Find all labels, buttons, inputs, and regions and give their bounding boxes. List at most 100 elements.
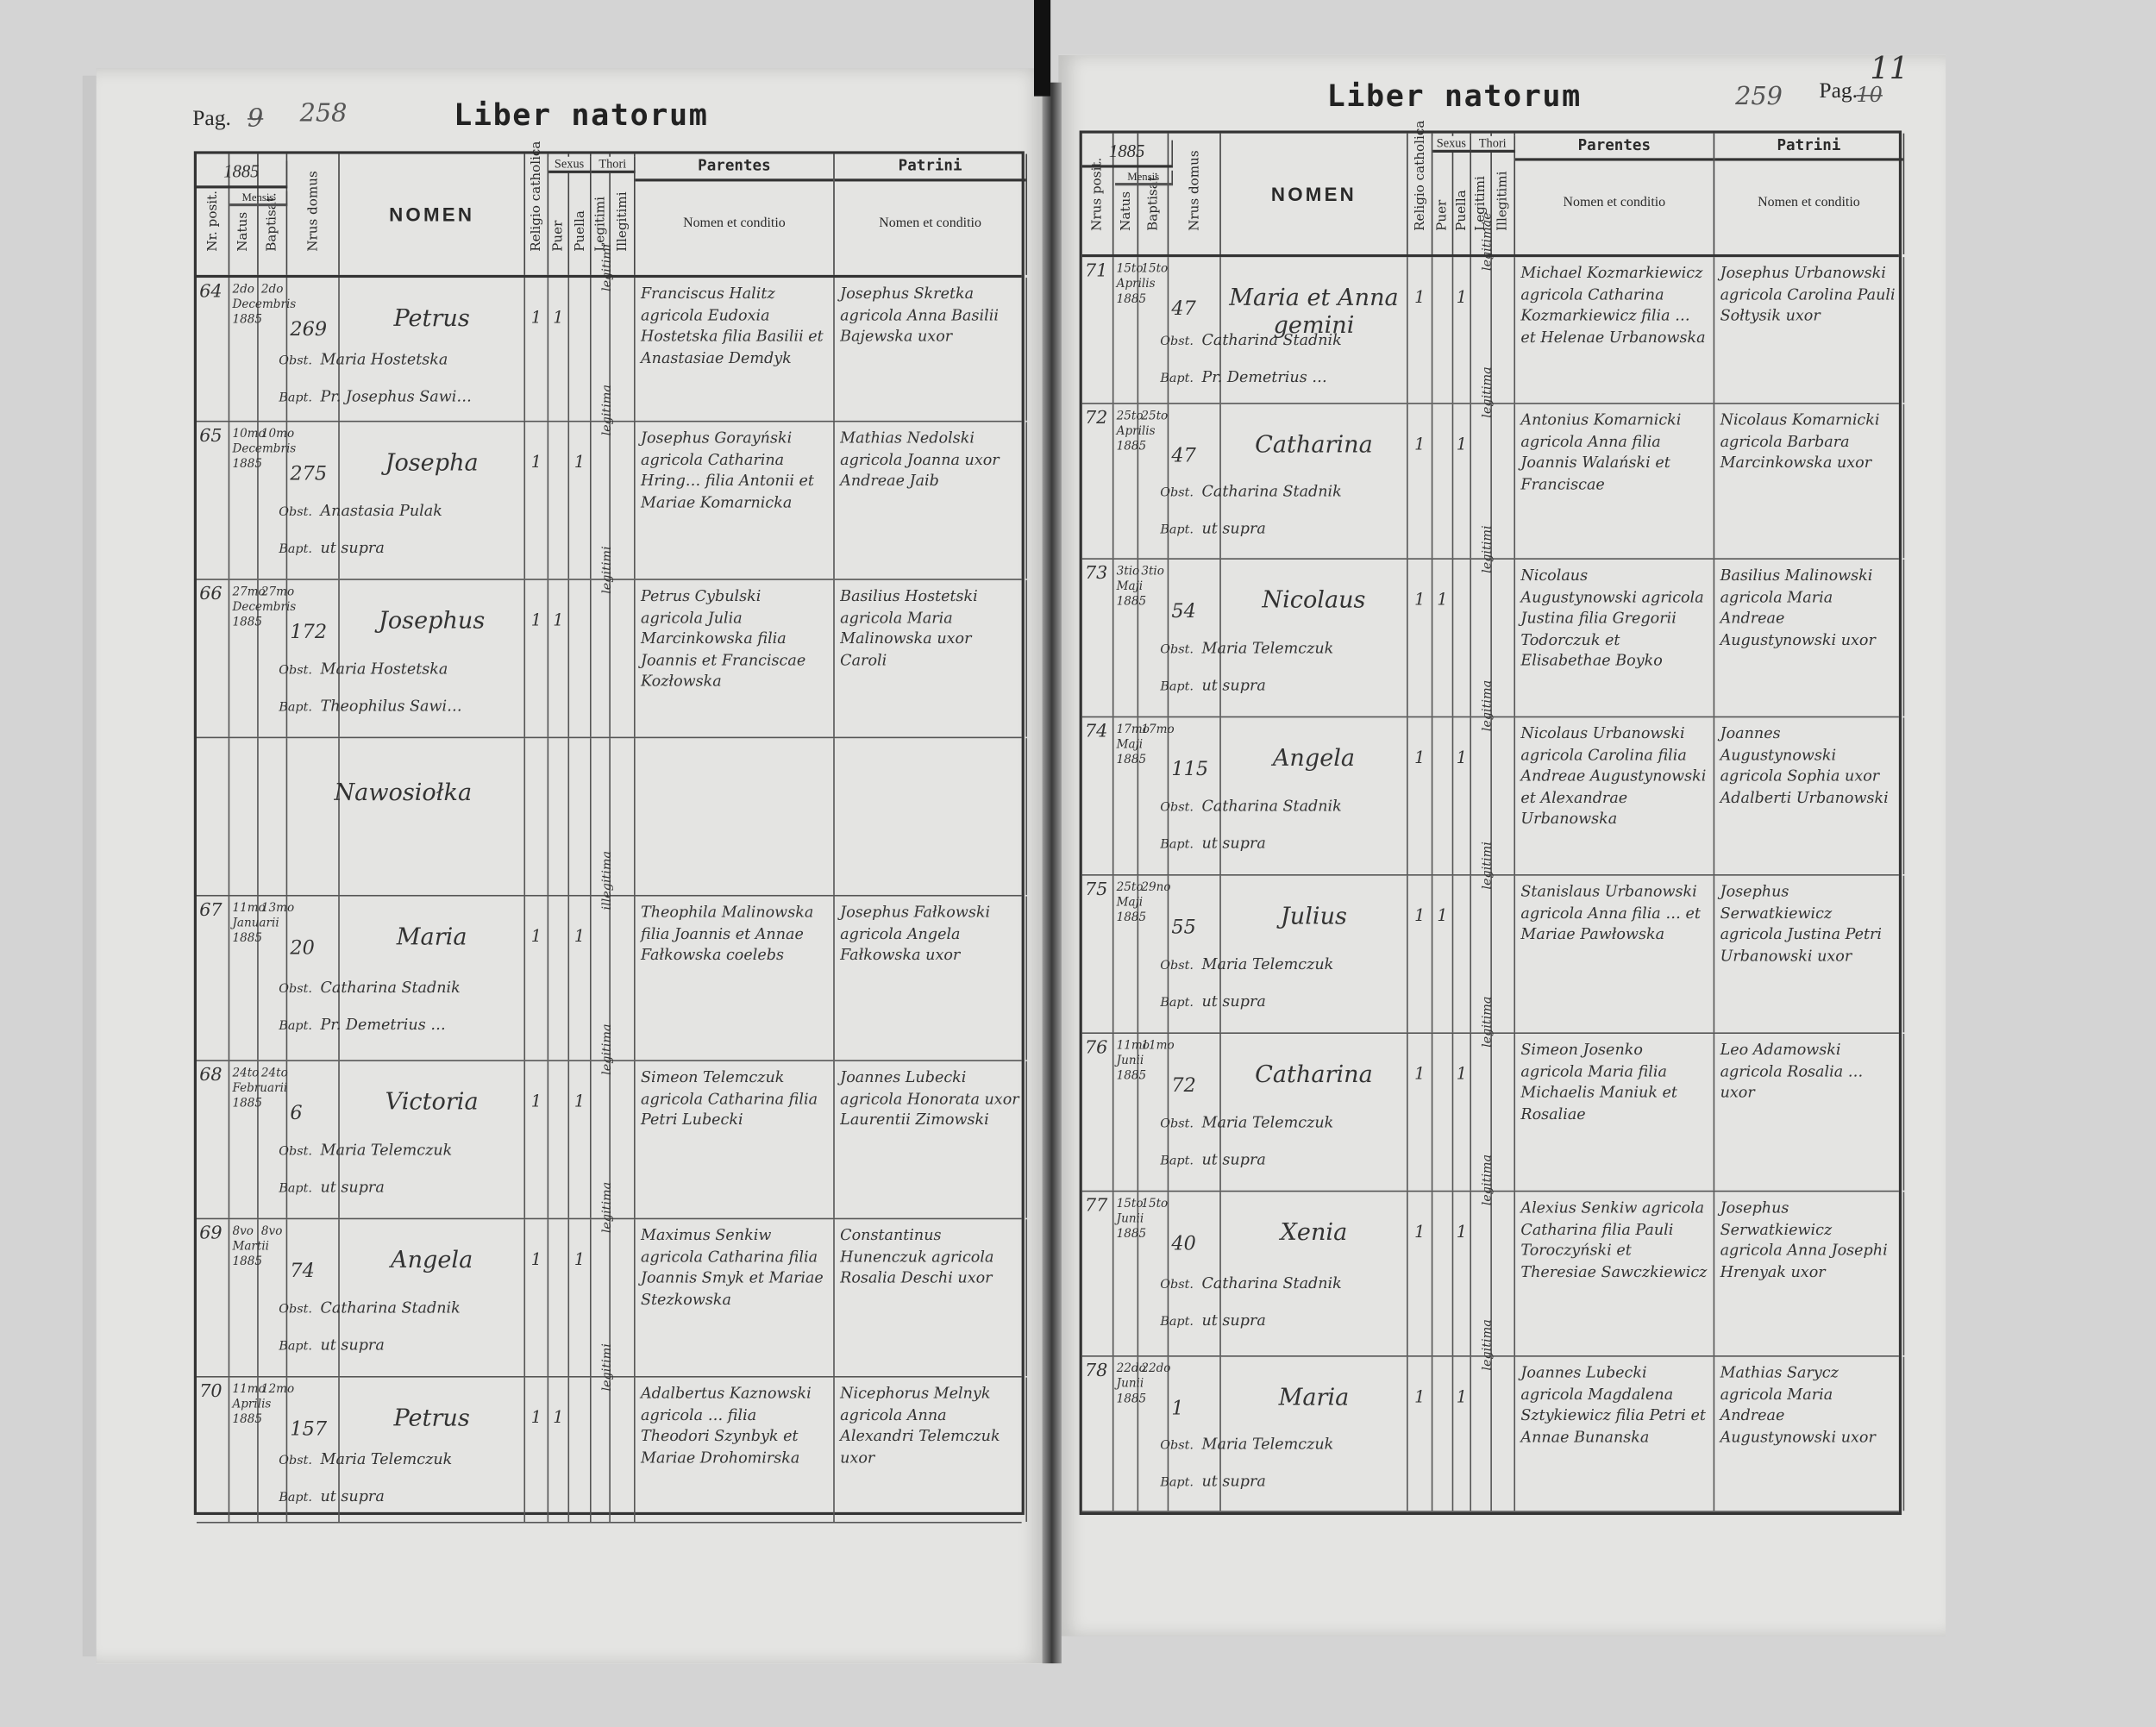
child-name-cell: Maria: [340, 896, 526, 1061]
illegitimi-cell-cell: [1492, 875, 1516, 1033]
birth-date-cell: 22do Junii 1885: [1113, 1356, 1146, 1511]
section-title: Nawosiołka: [334, 779, 473, 807]
religion-mark: 1: [530, 308, 542, 328]
godparents-text-cell: Joannes Augustynowski agricola Sophia ux…: [1714, 717, 1905, 875]
parents-text: Simeon Josenko agricola Maria filia Mich…: [1520, 1040, 1677, 1123]
page-title-left: Liber natorum: [454, 98, 709, 134]
header-patrini-subtitle: Nomen et conditio: [879, 216, 981, 231]
baptizer-line: Bapt. ut supra: [1138, 1472, 1265, 1490]
bapt-label: Bapt.: [1160, 679, 1194, 694]
header-patrini: Patrini Nomen et conditio: [834, 153, 1028, 275]
midwife-name: Catharina Stadnik: [1201, 1274, 1342, 1292]
page-number-left: 258: [299, 98, 348, 128]
child-name: Nicolaus: [1262, 586, 1366, 615]
obst-label: Obst.: [1160, 800, 1194, 815]
baptism-date: 10mo: [260, 427, 295, 441]
godparents-text: Basilius Malinowski agricola Maria Andre…: [1720, 566, 1876, 648]
house-number: 6: [290, 1102, 303, 1125]
godparents-text-cell: Basilius Hostetski agricola Maria Malino…: [835, 579, 1028, 737]
godparents-text-cell: Mathias Nedolski agricola Joanna uxor An…: [835, 422, 1028, 579]
obst-label: Obst.: [1160, 335, 1194, 349]
legitimacy-note-cell: legitimi: [592, 546, 614, 737]
header-domus: Nrus domus: [1169, 133, 1221, 254]
obst-label: Obst.: [279, 663, 312, 678]
child-name: Maria et Anna gemini: [1229, 285, 1399, 340]
religion-mark-cell: 1: [1408, 404, 1433, 559]
child-name-cell: Maria: [1221, 1356, 1408, 1511]
house-number-cell: 269: [287, 278, 340, 421]
child-name: Angela: [1272, 745, 1356, 773]
parents-text: Adalbertus Kaznowski agricola … filia Th…: [640, 1384, 812, 1467]
religion-mark: 1: [530, 1407, 542, 1427]
religion-mark-cell: 1: [1408, 257, 1433, 404]
girl-mark: 1: [1456, 1386, 1467, 1407]
parents-text-cell: Maximus Senkiw agricola Catharina filia …: [636, 1219, 835, 1376]
child-name: Josepha: [385, 449, 479, 478]
table-row: 66 27mo Decembris 1885 27mo 172 Josephus 1 1 le…: [196, 546, 1028, 739]
religion-mark: 1: [1414, 748, 1426, 767]
parents-text-cell: Josephus Gorayński agricola Catharina Hr…: [636, 422, 835, 579]
religion-mark-cell: 1: [525, 1219, 549, 1376]
old-page-number-right: 10: [1856, 82, 1883, 108]
birth-date: 15to Junii 1885: [1116, 1197, 1147, 1242]
boy-mark-cell: 1: [1432, 559, 1454, 716]
register-table-left: 1885 Mensis Nr. posit. Natus Baptisat. Nrus d…: [193, 141, 1028, 1524]
entry-number-cell: 66: [197, 579, 230, 737]
child-name-cell: Josephus: [340, 579, 526, 737]
entry-number: 71: [1084, 260, 1108, 282]
baptism-date-cell: 25to: [1138, 404, 1169, 559]
child-name-cell: Julius: [1221, 875, 1408, 1033]
house-number-cell: 54: [1169, 559, 1221, 716]
house-number: 47: [1171, 445, 1196, 468]
illegitimi-cell-cell: [1492, 404, 1516, 559]
header-natus-text: Natus: [1118, 191, 1133, 231]
obst-label: Obst.: [279, 1144, 312, 1159]
entry-number: 72: [1084, 408, 1108, 429]
baptism-date: 15to: [1141, 262, 1169, 277]
header-puer: Puer: [1432, 133, 1454, 254]
religion-mark-cell: 1: [1408, 1192, 1433, 1356]
child-name: Catharina: [1255, 431, 1373, 460]
birth-date-cell: 11mo Aprilis 1885: [229, 1377, 272, 1523]
baptism-date-cell: 15to: [1138, 257, 1169, 404]
obst-label: Obst.: [279, 1302, 312, 1317]
godparents-text: Mathias Nedolski agricola Joanna uxor An…: [840, 429, 1000, 490]
child-name-cell: Angela: [1221, 717, 1408, 875]
illegitimi-cell-cell: [611, 1377, 636, 1523]
godparents-text-cell: Josephus Fałkowski agricola Angela Fałko…: [835, 896, 1028, 1061]
entry-number-cell: 68: [197, 1061, 230, 1218]
entry-number-cell: 71: [1082, 257, 1114, 404]
birth-date: 3tio Maji 1885: [1116, 565, 1147, 610]
child-name: Maria: [396, 923, 467, 952]
baptizer-name: Theophilus Sawi…: [320, 696, 462, 715]
illegitimi-cell-cell: [1492, 1356, 1516, 1511]
house-number: 54: [1171, 600, 1196, 623]
religion-mark-cell: 1: [525, 579, 549, 737]
table-row: 67 11mo Januarii 1885 13mo 20 Maria 1 1 illegit…: [196, 851, 1028, 1061]
bapt-label: Bapt.: [1160, 837, 1194, 852]
house-number-cell: 1: [1169, 1356, 1221, 1511]
book-gutter: [1042, 82, 1062, 1664]
table-row: 68 24to Februarii 1885 24to 6 Victoria 1 1 legi…: [196, 1023, 1028, 1220]
girl-mark-cell: [569, 579, 592, 737]
godparents-text: Leo Adamowski agricola Rosalia … uxor: [1720, 1040, 1864, 1102]
right-page: [1058, 54, 1946, 1636]
house-number-cell: 47: [1169, 404, 1221, 559]
baptism-date-cell: 27mo: [259, 579, 294, 737]
empty-cell: [835, 738, 1028, 895]
parents-text: Antonius Komarnicki agricola Anna filia …: [1520, 410, 1682, 493]
table-row: 72 25to Aprilis 1885 25to 47 Catharina 1 1 legi…: [1081, 366, 1905, 560]
illegitimi-cell-cell: [611, 1061, 636, 1218]
baptism-date: 2do: [260, 283, 284, 297]
house-number-cell: 20: [287, 896, 340, 1061]
bapt-label: Bapt.: [279, 1339, 312, 1354]
girl-mark-cell: 1: [569, 1219, 592, 1376]
religion-mark: 1: [530, 452, 542, 472]
mensis-label: Mensis: [1115, 170, 1174, 186]
child-name: Julius: [1280, 903, 1347, 931]
entry-number: 70: [199, 1381, 222, 1403]
birth-date-cell: 11mo Januarii 1885: [229, 896, 279, 1061]
birth-date: 11mo Aprilis 1885: [232, 1382, 272, 1427]
midwife-line: Obst. Maria Telemczuk: [1138, 1113, 1333, 1131]
baptizer-name: ut supra: [1201, 1311, 1266, 1330]
